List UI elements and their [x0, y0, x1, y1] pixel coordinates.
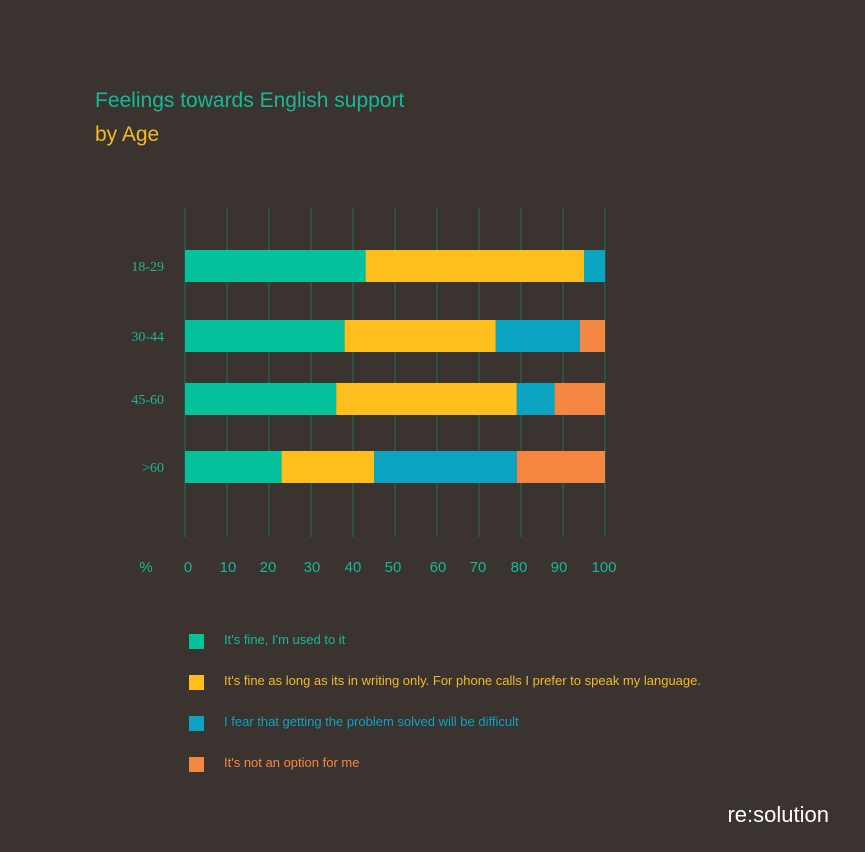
- x-tick-label: 20: [260, 559, 277, 576]
- category-labels: 18-29 30-44 45-60 >60: [131, 260, 164, 476]
- bar-segment: [516, 383, 555, 415]
- bar-segment: [579, 320, 605, 352]
- x-tick-label: 0: [184, 559, 192, 576]
- bar-segment: [185, 320, 345, 352]
- chart-title: Feelings towards English support: [95, 89, 405, 112]
- bars: [185, 250, 605, 483]
- legend-swatch: [189, 757, 204, 772]
- bar-segment: [495, 320, 580, 352]
- x-tick-label: 90: [551, 559, 568, 576]
- legend-swatch: [189, 634, 204, 649]
- bar-segment: [281, 451, 374, 483]
- x-tick-label: 10: [220, 559, 237, 576]
- x-tick-label: 80: [511, 559, 528, 576]
- legend-label: It's fine as long as its in writing only…: [224, 673, 701, 688]
- bar-segment: [554, 383, 605, 415]
- bar-segment: [185, 250, 366, 282]
- category-label: >60: [142, 461, 164, 476]
- bar-segment: [185, 451, 282, 483]
- bar-segment: [185, 383, 337, 415]
- bar-segment: [374, 451, 517, 483]
- category-label: 30-44: [131, 330, 164, 345]
- x-tick-label: 60: [430, 559, 447, 576]
- category-label: 18-29: [131, 260, 164, 275]
- bar-segment: [344, 320, 496, 352]
- legend-label: It's not an option for me: [224, 755, 360, 770]
- bar-segment: [336, 383, 517, 415]
- bar-segment: [584, 250, 605, 282]
- chart-subtitle: by Age: [95, 123, 160, 146]
- legend-label: I fear that getting the problem solved w…: [224, 714, 519, 729]
- x-tick-labels: 0 10 20 30 40 50 60 70 80 90 100: [184, 559, 617, 576]
- x-tick-label: 40: [345, 559, 362, 576]
- legend-swatch: [189, 716, 204, 731]
- legend-swatch: [189, 675, 204, 690]
- category-label: 45-60: [131, 393, 164, 408]
- bar-segment: [516, 451, 605, 483]
- x-tick-label: 50: [385, 559, 402, 576]
- x-axis-unit-label: %: [139, 559, 152, 576]
- x-tick-label: 30: [304, 559, 321, 576]
- x-tick-label: 70: [470, 559, 487, 576]
- brand-logo: re:solution: [727, 802, 829, 827]
- bar-segment: [365, 250, 584, 282]
- x-tick-label: 100: [591, 559, 616, 576]
- stacked-bar-chart: 18-29 30-44 45-60 >60 0 10 20 30 40 50 60 70 80 90 10…: [131, 208, 617, 576]
- legend-label: It's fine, I'm used to it: [224, 632, 346, 647]
